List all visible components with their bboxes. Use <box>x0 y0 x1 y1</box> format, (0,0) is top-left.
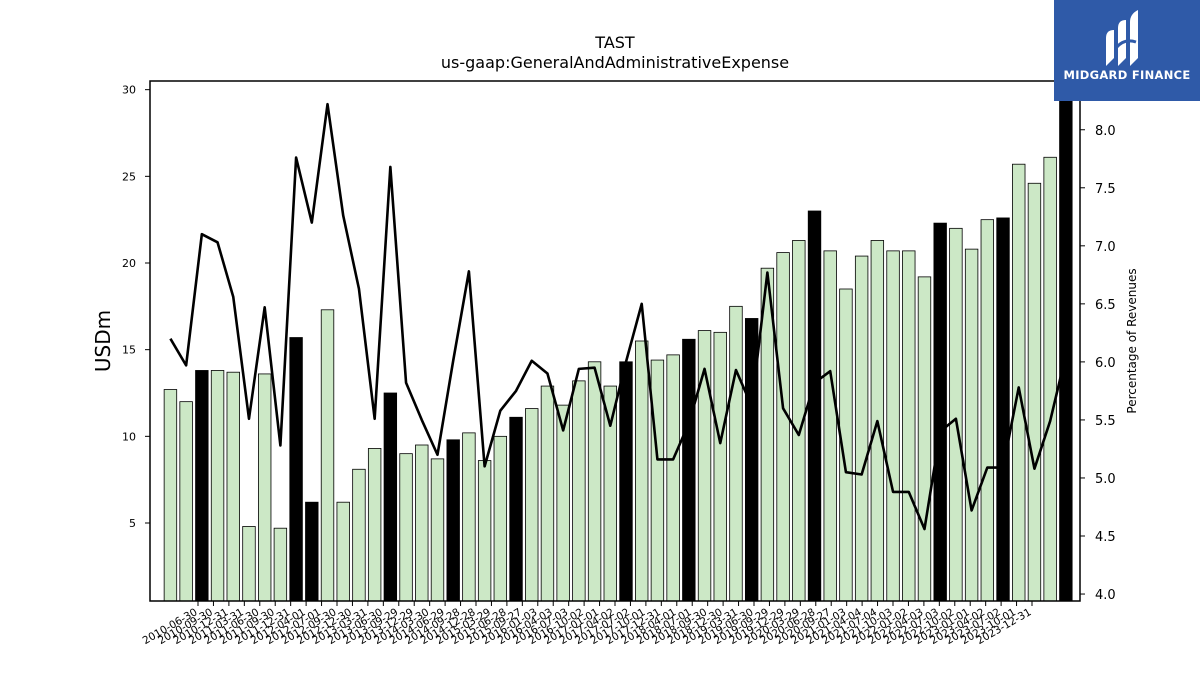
bar <box>917 276 932 602</box>
bar <box>493 435 508 602</box>
percentage-line <box>169 102 1068 531</box>
bar <box>729 305 743 602</box>
y2-axis-label: Percentage of Revenues <box>1125 268 1139 413</box>
y-tick-label: 30 <box>122 84 136 97</box>
bar <box>635 340 649 602</box>
bar <box>540 385 555 602</box>
bar <box>367 448 382 602</box>
y2-tick-label: 5.5 <box>1095 414 1116 429</box>
bar <box>163 389 178 602</box>
bar <box>666 354 680 602</box>
bar <box>1043 156 1057 602</box>
midgard-logo-icon <box>1106 10 1138 66</box>
bar <box>289 337 303 602</box>
y2-tick-label: 7.0 <box>1095 240 1116 255</box>
bar <box>682 338 696 602</box>
bar <box>305 501 319 602</box>
y-tick-label: 10 <box>122 430 136 443</box>
bar <box>257 373 272 602</box>
bar <box>336 501 350 602</box>
bar <box>587 361 602 602</box>
y2-tick-label: 6.5 <box>1095 298 1116 313</box>
bar <box>556 404 570 602</box>
bar <box>462 432 476 602</box>
bar <box>807 210 822 602</box>
bar <box>650 359 665 602</box>
bar <box>509 416 523 602</box>
bar <box>949 227 963 602</box>
bar <box>352 468 366 602</box>
y-tick-label: 25 <box>122 170 136 183</box>
logo-text: MIDGARD FINANCE <box>1063 68 1191 82</box>
y2-tick-label: 4.5 <box>1095 530 1116 545</box>
bar <box>195 370 209 602</box>
bar <box>1012 163 1026 602</box>
bar <box>964 248 979 602</box>
bar <box>603 385 617 602</box>
y-tick-label: 5 <box>129 517 136 530</box>
bar <box>854 255 869 602</box>
bar <box>1059 99 1073 602</box>
bar <box>383 392 398 602</box>
bar <box>886 250 900 602</box>
bar <box>776 252 790 602</box>
chart-subtitle: us-gaap:GeneralAndAdministrativeExpense <box>440 53 790 72</box>
bar <box>525 408 539 602</box>
y2-tick-label: 4.0 <box>1095 588 1116 603</box>
bar <box>320 309 335 602</box>
bar <box>399 453 413 602</box>
chart-title: TAST <box>595 33 635 52</box>
midgard-finance-logo: MIDGARD FINANCE <box>1054 0 1200 101</box>
bar <box>273 527 288 602</box>
bar <box>1027 182 1042 602</box>
bar <box>619 361 633 602</box>
y2-tick-label: 8.0 <box>1095 124 1116 139</box>
bar <box>713 331 727 602</box>
y2-tick-label: 6.0 <box>1095 356 1116 371</box>
bar <box>430 458 445 602</box>
bar <box>823 250 837 602</box>
y2-tick-label: 5.0 <box>1095 472 1116 487</box>
y-tick-label: 15 <box>122 344 136 357</box>
y-tick-label: 20 <box>122 257 136 270</box>
bar <box>446 439 460 602</box>
bar <box>242 526 256 602</box>
y-axis-label: USDm <box>91 310 115 372</box>
bar <box>902 250 916 602</box>
bar <box>179 401 193 602</box>
bar <box>477 460 492 602</box>
bar <box>996 217 1010 602</box>
bar <box>980 219 995 602</box>
bar <box>933 222 947 602</box>
bar <box>226 371 240 602</box>
bar <box>210 370 225 602</box>
bar <box>415 444 429 602</box>
bar <box>572 380 586 602</box>
y2-tick-label: 7.5 <box>1095 182 1116 197</box>
